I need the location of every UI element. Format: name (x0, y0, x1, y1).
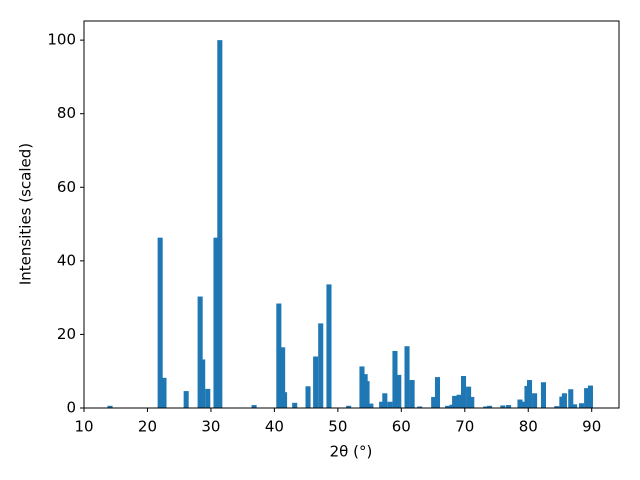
bar (157, 237, 163, 408)
bar (554, 406, 560, 408)
bar (469, 396, 475, 408)
bar (276, 303, 282, 408)
bar (392, 350, 398, 408)
y-tick-label: 20 (57, 325, 76, 343)
bar (197, 296, 203, 408)
bar (452, 395, 458, 408)
bar (205, 388, 211, 408)
x-tick-label: 20 (138, 418, 157, 436)
bar (524, 385, 530, 408)
bar (486, 405, 493, 408)
x-tick-label: 50 (328, 418, 347, 436)
y-tick-label: 0 (66, 399, 76, 417)
bar (217, 40, 223, 409)
bar (282, 392, 288, 408)
y-tick-label: 80 (57, 104, 76, 122)
bar (200, 359, 206, 408)
bar (292, 402, 298, 408)
bar (387, 401, 393, 408)
bar (572, 404, 578, 408)
bar (434, 377, 441, 408)
bar (584, 388, 590, 408)
bar (313, 356, 319, 408)
x-tick-label: 10 (74, 418, 93, 436)
y-tick-label: 60 (57, 178, 76, 196)
bar (519, 401, 526, 408)
y-axis-label: Intensities (scaled) (17, 143, 35, 285)
bar (183, 391, 189, 408)
bar (409, 380, 415, 408)
bar (326, 284, 332, 408)
bar (532, 393, 538, 408)
bar (368, 403, 374, 408)
bar (526, 380, 533, 408)
x-tick-label: 60 (392, 418, 411, 436)
bar (506, 405, 512, 408)
bar (359, 366, 365, 408)
bar (540, 382, 547, 408)
bar (379, 401, 385, 408)
x-tick-label: 30 (201, 418, 220, 436)
bar (568, 389, 574, 408)
y-tick-label: 100 (47, 31, 76, 49)
bar (431, 396, 437, 408)
x-tick-label: 90 (582, 418, 601, 436)
plot-frame (83, 20, 620, 409)
bar (280, 347, 286, 408)
bar (417, 406, 423, 408)
bar (382, 393, 388, 408)
bar (500, 405, 506, 408)
x-tick-label: 40 (265, 418, 284, 436)
x-axis-label: 2θ (°) (330, 443, 373, 461)
bar (318, 323, 324, 408)
bar (587, 385, 593, 408)
bar (460, 375, 467, 408)
bar (456, 394, 462, 408)
bar (346, 405, 352, 408)
bar (404, 346, 410, 408)
bar (466, 386, 472, 408)
bar (213, 237, 219, 408)
bar (445, 405, 451, 408)
bar (561, 393, 567, 408)
bar (107, 405, 113, 408)
x-tick-label: 80 (519, 418, 538, 436)
bar (396, 374, 402, 408)
bar (251, 405, 257, 408)
bar (305, 386, 311, 408)
bar (483, 406, 489, 408)
bar (579, 403, 585, 408)
y-tick-label: 40 (57, 251, 76, 269)
bar (161, 377, 167, 408)
bar (364, 381, 370, 408)
x-tick-label: 70 (455, 418, 474, 436)
